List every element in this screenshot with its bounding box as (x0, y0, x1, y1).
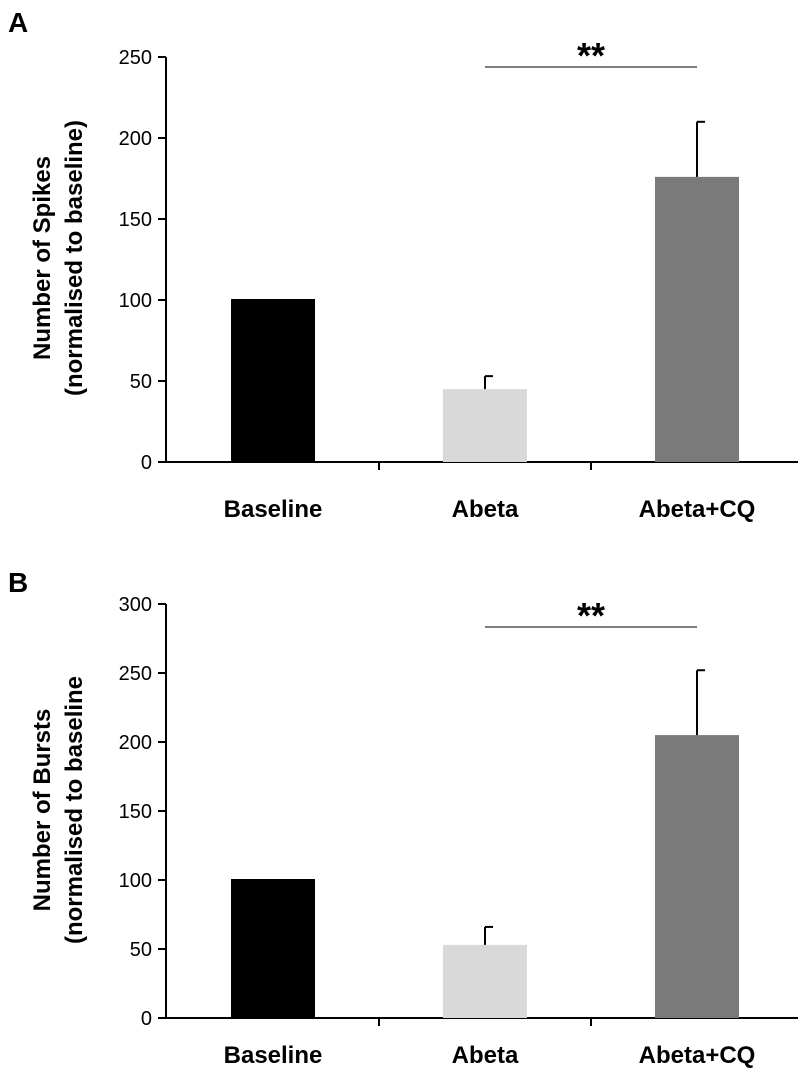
bar-baseline (231, 880, 315, 1018)
y-tick-label: 150 (119, 209, 152, 231)
category-label: Baseline (224, 1042, 323, 1068)
y-axis-subtitle: (normalised to baseline) (61, 120, 88, 396)
y-tick-label: 50 (130, 371, 152, 393)
y-tick-label: 200 (119, 128, 152, 150)
bar-baseline (231, 300, 315, 462)
category-label: Abeta (452, 1042, 519, 1068)
bar-abeta-cq (655, 176, 739, 462)
y-tick-label: 250 (119, 663, 152, 685)
panel-label: B (8, 567, 28, 598)
significance-label: ** (577, 35, 605, 76)
y-axis-title: Number of Spikes (29, 156, 56, 360)
y-tick-label: 150 (119, 801, 152, 823)
chart-panel-a: A Number of Spikes (normalised to baseline… (8, 7, 798, 523)
y-tick-label: 100 (119, 870, 152, 892)
y-tick-label: 100 (119, 290, 152, 312)
bar-abeta (443, 389, 527, 462)
chart-panel-b: B Number of Bursts (normalised to baseline… (8, 567, 798, 1068)
y-tick-label: 250 (119, 47, 152, 69)
category-label: Abeta (452, 496, 519, 523)
y-tick-label: 300 (119, 594, 152, 616)
y-axis-subtitle: (normalised to baseline (61, 676, 88, 944)
panel-label: A (8, 7, 28, 38)
category-label: Baseline (224, 496, 323, 523)
y-tick-label: 50 (130, 939, 152, 961)
category-label: Abeta+CQ (639, 496, 756, 523)
significance-label: ** (577, 595, 605, 636)
y-axis-title: Number of Bursts (29, 709, 56, 912)
bar-abeta (443, 944, 527, 1018)
bar-abeta-cq (655, 735, 739, 1018)
y-tick-label: 0 (141, 1008, 152, 1030)
y-tick-label: 0 (141, 452, 152, 474)
y-tick-label: 200 (119, 732, 152, 754)
category-label: Abeta+CQ (639, 1042, 756, 1068)
